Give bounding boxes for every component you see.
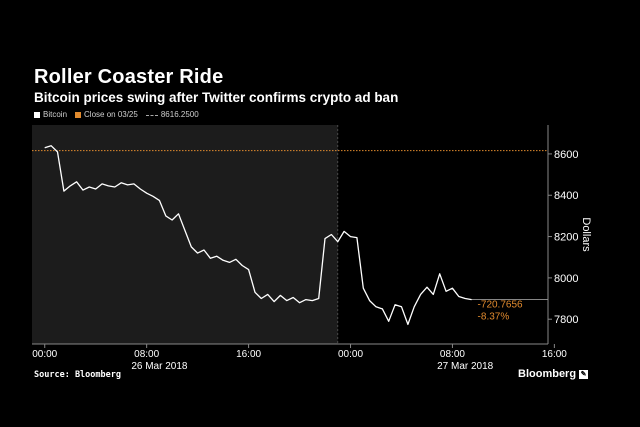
x-tick-label: 08:00 — [440, 349, 465, 360]
brand-name: Bloomberg — [518, 368, 577, 380]
legend-dash-icon — [145, 114, 158, 116]
x-tick-label: 00:00 — [32, 349, 57, 360]
y-axis-label: Dollars — [580, 217, 592, 252]
y-tick-label: 8600 — [554, 149, 578, 161]
x-date-label: 27 Mar 2018 — [437, 361, 494, 372]
x-tick-label: 08:00 — [134, 349, 159, 360]
x-tick-label: 00:00 — [338, 349, 363, 360]
y-tick-label: 8400 — [554, 190, 578, 202]
x-tick-label: 16:00 — [542, 349, 567, 360]
shaded-region — [32, 125, 338, 344]
series-line-bitcoin — [44, 145, 472, 326]
legend-swatch-bitcoin — [34, 111, 40, 118]
chart-title: Roller Coaster Ride — [34, 66, 224, 88]
chart-subtitle: Bitcoin prices swing after Twitter confi… — [34, 90, 399, 105]
brand-logo: Bloomberg ✎ — [518, 368, 589, 380]
legend-item-bitcoin: Bitcoin — [34, 110, 67, 119]
annotation-change: -720.7656 — [478, 300, 523, 311]
legend: Bitcoin Close on 03/25 8616.2500 — [34, 110, 199, 119]
legend-label-bitcoin: Bitcoin — [43, 110, 68, 119]
legend-swatch-close — [75, 111, 82, 118]
bloomberg-icon: ✎ — [579, 369, 589, 379]
source-note: Source: Bloomberg — [34, 370, 121, 380]
y-tick-label: 8200 — [554, 232, 578, 244]
legend-close-value: 8616.2500 — [160, 110, 199, 119]
legend-item-close: Close on 03/25 — [75, 110, 138, 119]
x-tick-label: 16:00 — [236, 349, 261, 360]
x-date-label: 26 Mar 2018 — [131, 361, 188, 372]
legend-label-close: Close on 03/25 — [84, 110, 138, 119]
annotation-pct: -8.37% — [478, 312, 510, 323]
y-tick-label: 7800 — [554, 314, 578, 326]
y-tick-label: 8000 — [554, 273, 578, 285]
legend-item-close-value: 8616.2500 — [145, 110, 199, 119]
